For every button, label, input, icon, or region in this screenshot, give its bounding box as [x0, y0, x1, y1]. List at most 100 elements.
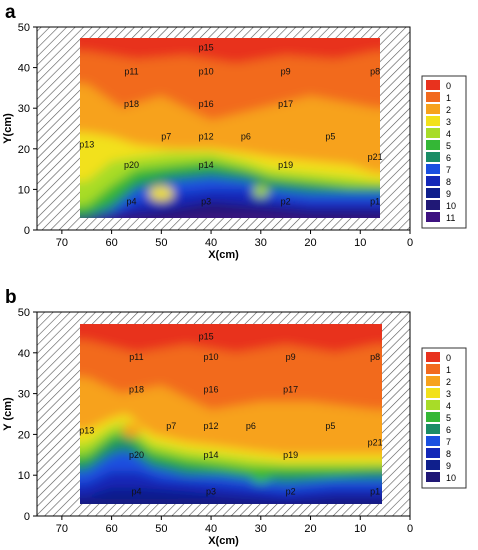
y-tick-label: 0 [24, 511, 30, 523]
point-label: p5 [325, 132, 335, 142]
point-label: p4 [126, 197, 136, 207]
point-label: p17 [278, 99, 293, 109]
x-tick-label: 0 [407, 237, 413, 249]
legend-label: 5 [446, 141, 451, 151]
legend-label: 11 [446, 213, 455, 223]
x-tick-label: 60 [105, 237, 117, 249]
legend-label: 10 [446, 201, 456, 211]
legend-label: 9 [446, 189, 451, 199]
y-tick-label: 50 [18, 307, 30, 319]
y-tick-label: 50 [18, 22, 30, 34]
contour-blob [345, 140, 376, 157]
x-tick-label: 30 [255, 237, 267, 249]
contour-band [80, 487, 382, 504]
y-tick-label: 20 [18, 144, 30, 156]
point-label: p6 [246, 421, 256, 431]
contour-band [80, 503, 382, 504]
point-label: p1 [370, 487, 380, 497]
x-tick-label: 40 [205, 523, 217, 535]
x-tick-label: 50 [155, 237, 167, 249]
point-label: p6 [241, 132, 251, 142]
y-tick-label: 30 [18, 103, 30, 115]
y-tick-label: 10 [18, 470, 30, 482]
legend-label: 3 [446, 389, 451, 399]
x-tick-label: 60 [105, 523, 117, 535]
point-label: p19 [278, 160, 293, 170]
legend-swatch [426, 140, 440, 150]
plot-frame [36, 26, 411, 231]
point-label: p18 [124, 99, 139, 109]
point-label: p2 [281, 197, 291, 207]
point-label: p9 [286, 352, 296, 362]
point-label: p21 [368, 152, 383, 162]
legend-swatch [426, 448, 440, 458]
legend-swatch [426, 164, 440, 174]
legend-label: 9 [446, 461, 451, 471]
point-label: p10 [204, 352, 219, 362]
point-label: p17 [283, 385, 298, 395]
contour-blob [252, 185, 269, 198]
legend-swatch [426, 364, 440, 374]
legend-label: 2 [446, 377, 451, 387]
contour-bands [80, 324, 382, 504]
panel-letter: b [5, 287, 17, 308]
legend-swatch [426, 388, 440, 398]
x-tick-label: 70 [56, 237, 68, 249]
legend-swatch [426, 80, 440, 90]
legend-label: 0 [446, 353, 451, 363]
point-label: p16 [199, 99, 214, 109]
y-tick-label: 40 [18, 63, 30, 75]
y-tick-label: 0 [24, 225, 30, 237]
point-label: p7 [161, 132, 171, 142]
legend-label: 1 [446, 93, 451, 103]
legend-swatch [426, 472, 440, 482]
contour-bands [80, 38, 380, 218]
legend-label: 4 [446, 129, 451, 139]
legend-swatch [426, 176, 440, 186]
point-label: p3 [206, 487, 216, 497]
contour-blob [148, 186, 174, 201]
legend-swatch [426, 376, 440, 386]
point-label: p4 [131, 487, 141, 497]
contour-field [80, 38, 380, 218]
point-label: p14 [204, 450, 219, 460]
legend-swatch [426, 352, 440, 362]
legend-swatch [426, 116, 440, 126]
legend-label: 8 [446, 177, 451, 187]
legend-label: 3 [446, 117, 451, 127]
legend-swatch [426, 460, 440, 470]
legend-label: 10 [446, 473, 456, 483]
legend-swatch [426, 436, 440, 446]
legend-swatch [426, 152, 440, 162]
contour-field [80, 324, 382, 504]
legend-label: 2 [446, 105, 451, 115]
y-axis-label: Y(cm) [2, 113, 14, 144]
point-label: p8 [370, 67, 380, 77]
contour-blob [121, 423, 142, 437]
legend-label: 6 [446, 153, 451, 163]
legend-label: 7 [446, 437, 451, 447]
y-axis-label: Y (cm) [2, 397, 14, 431]
plot-frame [36, 311, 411, 517]
legend-swatch [426, 400, 440, 410]
legend-swatch [426, 104, 440, 114]
x-tick-label: 70 [56, 523, 68, 535]
point-label: p12 [204, 421, 219, 431]
point-label: p3 [201, 197, 211, 207]
point-label: p13 [79, 140, 94, 150]
legend-label: 6 [446, 425, 451, 435]
contour-band [80, 213, 380, 218]
point-label: p15 [199, 331, 214, 341]
legend-label: 8 [446, 449, 451, 459]
point-label: p11 [124, 67, 138, 77]
point-label: p7 [166, 421, 176, 431]
panel-letter: a [5, 2, 16, 23]
x-tick-label: 0 [407, 523, 413, 535]
y-tick-label: 40 [18, 348, 30, 360]
y-tick-label: 20 [18, 429, 30, 441]
legend-swatch [426, 412, 440, 422]
